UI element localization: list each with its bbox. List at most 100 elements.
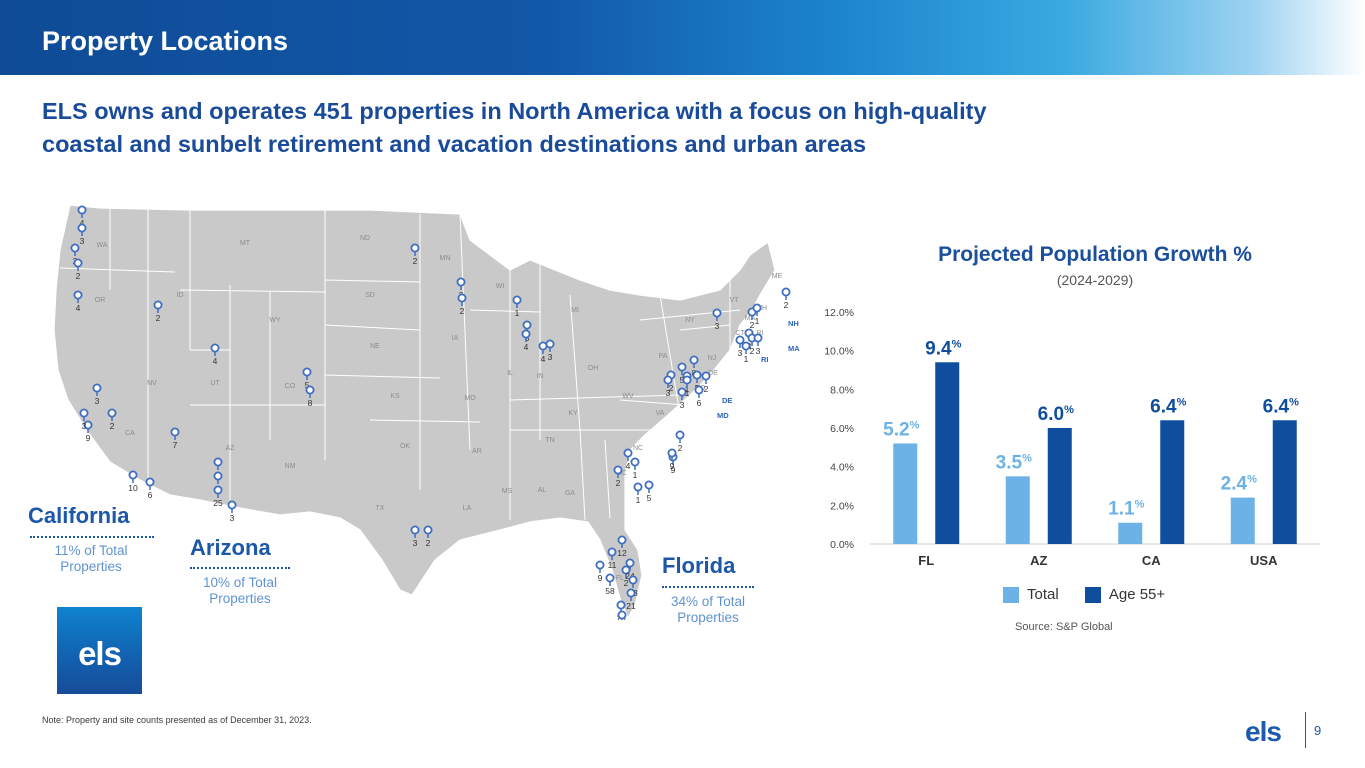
pin-head [692,370,702,380]
arizona-share: 10% of Total Properties [202,575,278,606]
callout-state-label: MA [788,344,800,353]
state-abbrev: MN [440,255,451,262]
pin-count: 12 [617,548,627,558]
pin-count: 4 [76,303,81,313]
state-abbrev: WA [96,242,107,249]
data-label-suffix: % [1289,396,1299,408]
pin-count: 9 [86,433,91,443]
bar-total [893,443,918,544]
property-pin: 2 [781,287,791,310]
property-pin: 3 [712,308,722,331]
pin-head [626,588,636,598]
page-number: 9 [1314,723,1322,738]
pin-count: 58 [605,586,615,596]
pin-count: 3 [548,352,553,362]
pin-head [694,385,704,395]
legend-swatch-age55 [1084,586,1101,603]
pin-count: 6 [148,490,153,500]
pin-head [595,560,605,570]
pin-count: 3 [756,346,761,356]
y-tick-label: 8.0% [830,384,854,396]
pin-count: 3 [715,321,720,331]
pin-head [305,385,315,395]
pin-count: 4 [80,218,85,228]
pin-count: 3 [680,400,685,410]
footer-logo: els [1245,716,1282,747]
x-tick-label: AZ [1030,553,1047,568]
property-pin: 5 [302,367,312,390]
state-abbrev: FL [616,575,624,582]
florida-share: 34% of Total Properties [670,594,746,625]
pin-head [623,448,633,458]
property-pin: 1 [512,295,522,318]
pin-head [522,320,532,330]
state-abbrev: NJ [708,355,717,362]
bar-total [1005,476,1030,544]
pin-count: 1 [515,308,520,318]
data-label: 2.4% [1221,474,1257,495]
data-label-suffix: % [1022,452,1032,464]
pin-count: 4 [541,354,546,364]
pin-count: 6 [697,398,702,408]
property-pin: 24 [625,558,635,581]
pin-count: 9 [598,573,603,583]
state-abbrev: IA [452,335,459,342]
property-pin: 3 [410,525,420,548]
pin-head [227,500,237,510]
property-pin: 7 [170,427,180,450]
pin-head [741,341,751,351]
florida-divider [662,586,754,588]
property-pin: 1 [752,303,762,326]
pin-head [456,277,466,287]
state-abbrev: NY [685,317,695,324]
property-pin: 5 [644,480,654,503]
property-pin: 1 [630,457,640,480]
state-abbrev: VT [730,297,740,304]
pin-head [677,362,687,372]
pin-count: 21 [626,601,636,611]
pin-count: 3 [230,513,235,523]
property-pin: 4 [77,205,87,228]
property-pin: 3 [735,335,745,358]
pin-head [663,375,673,385]
state-abbrev: GA [565,490,575,497]
state-abbrev: WV [622,393,634,400]
state-abbrev: ND [360,235,370,242]
callout-state-label: MD [717,411,729,420]
property-pin: 1 [682,375,692,398]
legend-label-age55: Age 55+ [1108,586,1166,603]
pin-head [644,480,654,490]
property-pin: 58 [605,573,615,596]
pin-head [410,525,420,535]
y-tick-label: 4.0% [830,462,854,474]
callout-state-label: NH [788,319,799,328]
state-abbrev: NM [285,463,296,470]
property-pin: 2 [423,525,433,548]
state-abbrev: ME [772,273,783,280]
state-abbrev: OR [95,297,106,304]
bar-age55 [935,362,960,544]
chart-legend: Total Age 55+ [1003,586,1187,607]
pin-count: 2 [624,578,629,588]
y-tick-label: 10.0% [824,346,854,358]
pin-count: 10 [128,483,138,493]
pin-head [512,295,522,305]
us-map-graphic: WA OR ID MT WY NV UT CA AZ CO NM ND SD NE KS OK TX MN IA MO… [53,204,800,620]
pin-count: 1 [685,384,690,394]
pin-count: 1 [636,495,641,505]
property-pin: 5 [677,362,687,385]
property-pin: 9 [83,420,93,443]
pin-head [667,448,677,458]
pin-count: 2 [750,346,755,356]
state-abbrev: TX [376,505,385,512]
property-pin: 4 [623,448,633,471]
bar-age55 [1160,420,1185,544]
pin-head [302,367,312,377]
pin-count: 4 [524,342,529,352]
pin-count: 1 [633,470,638,480]
property-pin: 1 [633,482,643,505]
chart-title: Projected Population Growth % [938,243,1252,266]
legend-label-total: Total [1027,586,1059,603]
pin-head [83,420,93,430]
data-label: 6.4% [1150,396,1186,417]
